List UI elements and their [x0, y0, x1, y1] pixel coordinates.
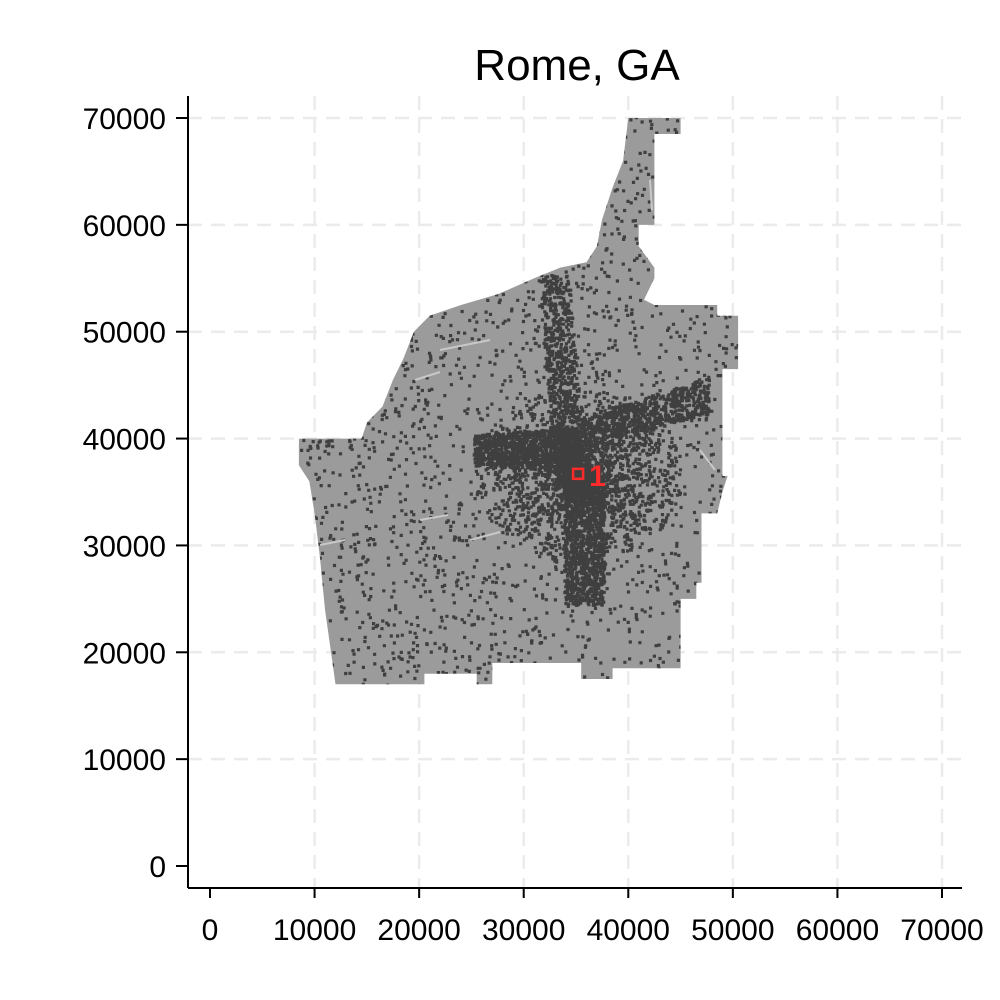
- x-tick-label: 60000: [796, 914, 879, 947]
- location-marker: [571, 467, 585, 481]
- y-tick-label: 50000: [83, 317, 166, 350]
- x-axis-ticks: 0 10000 20000 30000 40000 50000 60000 70000: [202, 888, 984, 947]
- x-tick-label: 0: [202, 914, 219, 947]
- y-tick-label: 60000: [83, 210, 166, 243]
- marker-layer: 1: [571, 460, 606, 493]
- axes: [187, 96, 962, 889]
- y-tick-label: 70000: [83, 103, 166, 136]
- y-tick-label: 0: [149, 851, 166, 884]
- y-tick-label: 20000: [83, 637, 166, 670]
- water-streak: [439, 339, 491, 351]
- water-streak: [649, 179, 653, 211]
- y-tick-label: 40000: [83, 424, 166, 457]
- y-axis-ticks: 0 10000 20000 30000 40000 50000 60000 70000: [83, 103, 188, 884]
- city-boundary-region: [298, 118, 739, 685]
- water-streak: [469, 531, 501, 541]
- x-tick-label: 70000: [900, 914, 983, 947]
- x-tick-label: 10000: [273, 914, 356, 947]
- water-streak: [699, 449, 716, 471]
- water-streak: [319, 539, 346, 546]
- x-tick-label: 30000: [482, 914, 565, 947]
- x-tick-label: 20000: [377, 914, 460, 947]
- x-tick-label: 50000: [691, 914, 774, 947]
- chart-title: Rome, GA: [474, 41, 680, 90]
- water-streak: [419, 514, 449, 521]
- water-features: [319, 179, 716, 546]
- location-marker-label: 1: [589, 460, 606, 493]
- x-tick-label: 40000: [587, 914, 670, 947]
- y-tick-label: 30000: [83, 530, 166, 563]
- water-streak: [414, 371, 441, 381]
- y-tick-label: 10000: [83, 744, 166, 777]
- map-region: [298, 118, 739, 685]
